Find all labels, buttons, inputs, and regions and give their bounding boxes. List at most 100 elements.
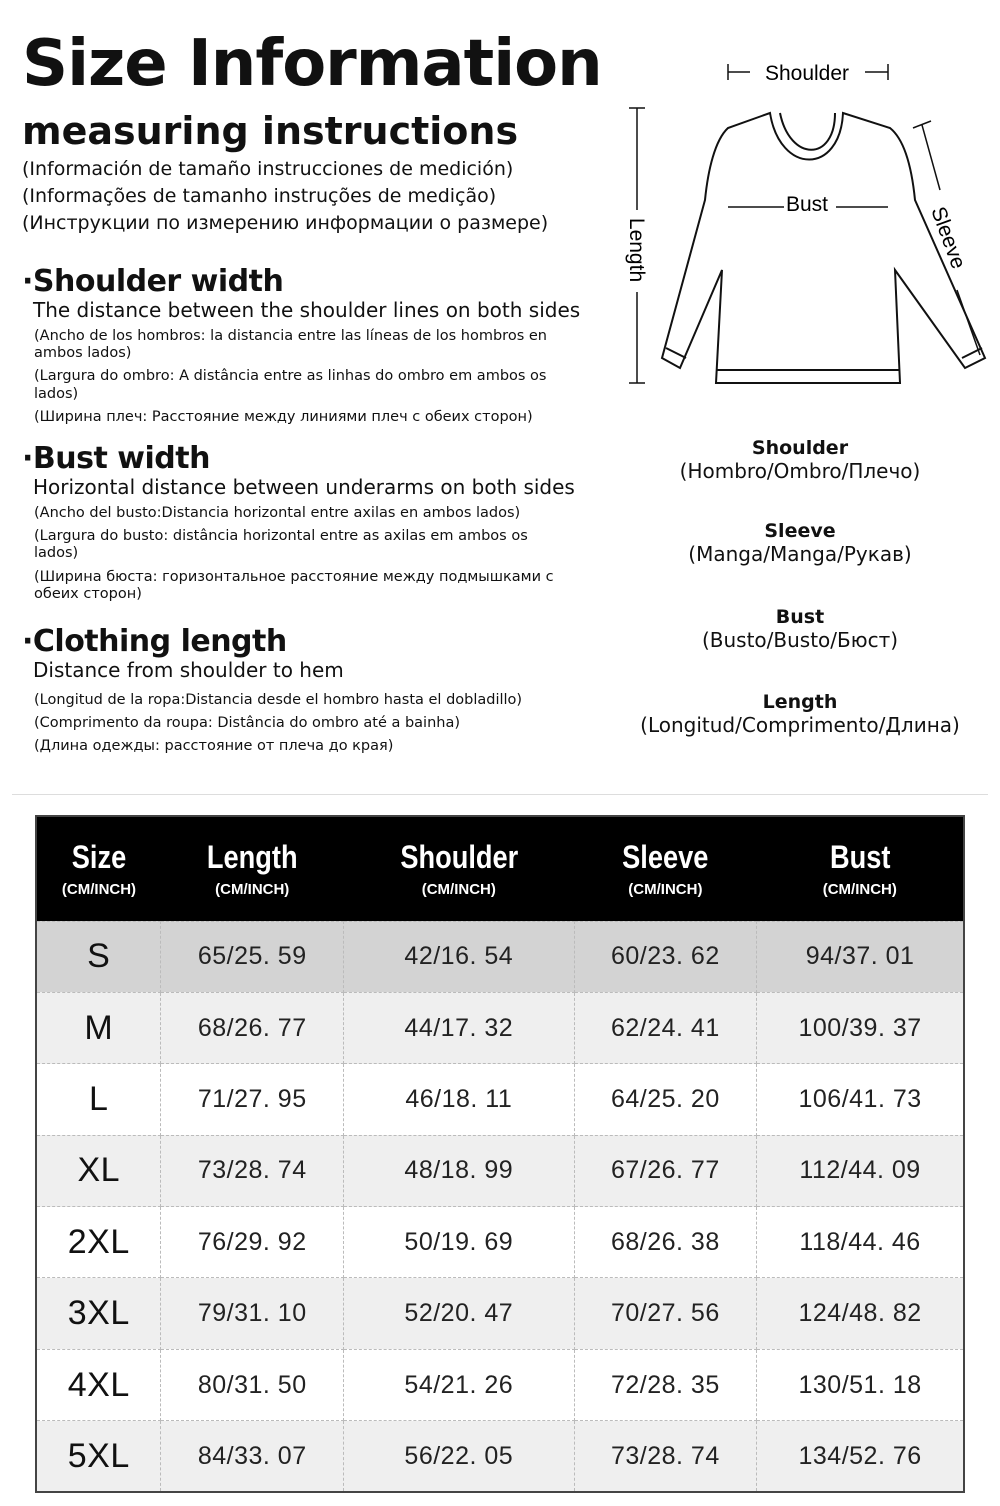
section-note: (Длина одежды: расстояние от плеча до кр… [34, 738, 394, 755]
legend-shoulder: Shoulder (Hombro/Ombro/Плечо) [620, 437, 980, 483]
size-cell: M [35, 991, 162, 1065]
header-name: Size [71, 838, 127, 875]
measurement-cell: 106/41. 73 [756, 1063, 965, 1136]
section-note: (Ancho de los hombros: la distancia entr… [34, 327, 547, 361]
table-header-row: Size (CM/INCH) Length (CM/INCH) Shoulder (CM/… [36, 816, 964, 921]
measurement-cell: 68/26. 38 [573, 1206, 758, 1279]
legend-term: Sleeve [764, 520, 836, 542]
header-unit: (CM/INCH) [61, 880, 137, 898]
measurement-cell: 73/28. 74 [160, 1134, 344, 1208]
measurement-cell: 94/37. 01 [756, 920, 965, 993]
section-title: ·Clothing length [22, 624, 287, 659]
measurement-cell: 80/31. 50 [160, 1348, 344, 1422]
measurement-cell: 118/44. 46 [756, 1206, 965, 1279]
section-note: (Ширина бюста: горизонтальное расстояние… [34, 568, 554, 603]
table-frame [12, 794, 988, 1506]
section-desc: Horizontal distance between underarms on… [33, 474, 575, 499]
subtitle-pt: (Informações de tamanho instruções de me… [22, 185, 497, 207]
table-row: M 68/26. 77 44/17. 32 62/24. 41 100/39. 37 [35, 991, 965, 1065]
section-title: ·Shoulder width [22, 264, 284, 299]
table-row: L 71/27. 95 46/18. 11 64/25. 20 106/41. 73 [35, 1063, 965, 1136]
header-name: Bust [829, 838, 891, 875]
size-table: Size (CM/INCH) Length (CM/INCH) Shoulder (CM/… [35, 815, 965, 1494]
measurement-cell: 60/23. 62 [573, 920, 758, 993]
measurement-cell: 64/25. 20 [573, 1063, 758, 1136]
measurement-cell: 73/28. 74 [573, 1420, 758, 1493]
table-row: 5XL 84/33. 07 56/22. 05 73/28. 74 134/52. 76 [35, 1420, 965, 1493]
measurement-cell: 71/27. 95 [160, 1063, 344, 1136]
column-header-length: Length (CM/INCH) [161, 816, 344, 921]
measurement-cell: 130/51. 18 [756, 1348, 965, 1422]
subtitle-es: (Información de tamaño instrucciones de … [22, 158, 514, 180]
page-subtitle: measuring instructions [22, 109, 519, 153]
table-row: S 65/25. 59 42/16. 54 60/23. 62 94/37. 01 [35, 920, 965, 993]
section-note: (Ancho del busto:Distancia horizontal en… [34, 504, 521, 521]
measurement-cell: 79/31. 10 [160, 1277, 344, 1350]
table-row: 4XL 80/31. 50 54/21. 26 72/28. 35 130/51. 18 [35, 1348, 965, 1422]
section-note: (Largura do ombro: A distância entre as … [34, 368, 547, 402]
size-cell: 3XL [35, 1277, 162, 1350]
shoulder-label: Shoulder [765, 62, 849, 85]
measurement-cell: 54/21. 26 [343, 1348, 575, 1422]
size-cell: XL [35, 1134, 162, 1208]
length-label: Length [625, 218, 648, 282]
section-note: (Ширина плеч: Расстояние между линиями п… [34, 409, 533, 426]
column-header-size: Size (CM/INCH) [36, 816, 161, 921]
legend-translation: (Longitud/Comprimento/Длина) [640, 713, 960, 737]
section-desc: Distance from shoulder to hem [33, 657, 344, 682]
header-unit: (CM/INCH) [628, 880, 703, 898]
section-desc: The distance between the shoulder lines … [33, 297, 581, 322]
header-name: Shoulder [399, 838, 518, 875]
section-title: ·Bust width [22, 441, 210, 476]
measurement-cell: 52/20. 47 [343, 1277, 575, 1350]
bust-label: Bust [786, 193, 828, 216]
measurement-cell: 44/17. 32 [343, 991, 575, 1065]
shirt-outline [660, 111, 987, 384]
size-cell: S [35, 920, 162, 993]
table-row: 3XL 79/31. 10 52/20. 47 70/27. 56 124/48. 82 [35, 1277, 965, 1350]
section-note: (Comprimento da roupa: Distância do ombr… [34, 714, 461, 731]
measurement-cell: 84/33. 07 [160, 1420, 344, 1493]
section-shoulder-width: ·Shoulder width The distance between the… [22, 266, 582, 426]
measurement-cell: 72/28. 35 [573, 1348, 758, 1422]
header-name: Length [206, 838, 298, 875]
measurement-cell: 48/18. 99 [343, 1134, 575, 1208]
column-header-sleeve: Sleeve (CM/INCH) [574, 816, 757, 921]
measurement-cell: 76/29. 92 [160, 1206, 344, 1279]
legend-term: Bust [775, 606, 825, 628]
column-header-shoulder: Shoulder (CM/INCH) [344, 816, 575, 921]
measurement-cell: 42/16. 54 [343, 920, 575, 993]
header-unit: (CM/INCH) [822, 880, 897, 898]
legend-sleeve: Sleeve (Manga/Manga/Рукав) [620, 520, 980, 566]
header-unit: (CM/INCH) [421, 880, 496, 898]
size-cell: 2XL [35, 1206, 162, 1279]
section-note: (Largura do busto: distância horizontal … [34, 527, 528, 562]
legend-bust: Bust (Busto/Busto/Бюст) [620, 606, 980, 652]
measurement-cell: 124/48. 82 [756, 1277, 965, 1350]
measurement-cell: 112/44. 09 [756, 1134, 965, 1208]
legend-term: Shoulder [751, 437, 849, 459]
table-row: XL 73/28. 74 48/18. 99 67/26. 77 112/44. 09 [35, 1134, 965, 1208]
legend-translation: (Hombro/Ombro/Плечо) [679, 459, 921, 483]
legend-term: Length [762, 691, 838, 713]
measurement-cell: 67/26. 77 [573, 1134, 758, 1208]
header-name: Sleeve [622, 838, 709, 875]
size-cell: 4XL [35, 1348, 162, 1422]
section-clothing-length: ·Clothing length Distance from shoulder … [22, 626, 582, 756]
measurement-cell: 70/27. 56 [573, 1277, 758, 1350]
table-row: 2XL 76/29. 92 50/19. 69 68/26. 38 118/44. 46 [35, 1206, 965, 1279]
measurement-cell: 134/52. 76 [756, 1420, 965, 1493]
legend-length: Length (Longitud/Comprimento/Длина) [620, 691, 980, 737]
section-bust-width: ·Bust width Horizontal distance between … [22, 443, 582, 603]
page-title: Size Information [22, 27, 603, 101]
subtitle-ru: (Инструкции по измерению информации о ра… [22, 212, 549, 234]
section-note: (Longitud de la ropa:Distancia desde el … [34, 691, 523, 708]
legend-translation: (Manga/Manga/Рукав) [688, 542, 912, 566]
header-unit: (CM/INCH) [215, 880, 290, 898]
sleeve-label: Sleeve [926, 204, 970, 272]
measurement-cell: 50/19. 69 [343, 1206, 575, 1279]
shirt-diagram: Shoulder Bust Length Sleeve [625, 62, 987, 384]
measurement-cell: 65/25. 59 [160, 920, 344, 993]
measurement-cell: 46/18. 11 [343, 1063, 575, 1136]
size-cell: L [35, 1063, 162, 1136]
